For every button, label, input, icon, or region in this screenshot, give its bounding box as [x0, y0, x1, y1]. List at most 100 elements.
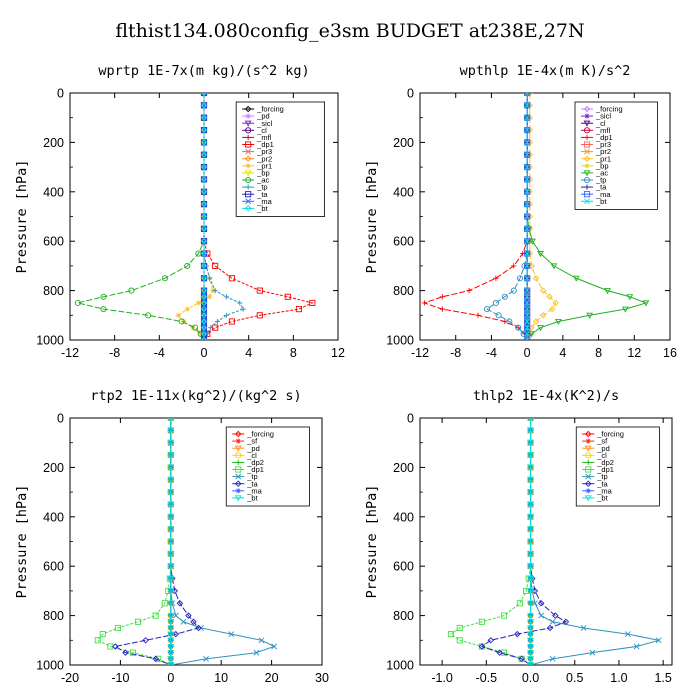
data-point: [206, 294, 213, 300]
legend-marker: [583, 105, 591, 113]
legend-marker: [245, 127, 252, 134]
data-point: [200, 299, 208, 307]
data-point: [200, 324, 208, 331]
data-point: [228, 318, 235, 325]
data-point: [223, 312, 229, 318]
data-point: [208, 325, 214, 331]
y-tick-label: 800: [393, 609, 414, 623]
legend-marker: [583, 170, 591, 177]
data-point: [203, 655, 209, 662]
legend-marker: [583, 155, 591, 162]
y-tick-label: 800: [43, 609, 64, 623]
data-point: [167, 526, 175, 533]
legend: _forcing_sf_pd_cl_dp2_dp1_tp_ta_ma_bt: [225, 426, 310, 507]
data-point: [626, 294, 634, 301]
series-bt: [167, 418, 175, 665]
data-point: [167, 489, 175, 496]
legend-marker: [585, 480, 592, 487]
data-point: [167, 477, 175, 484]
series-line: [177, 93, 214, 340]
data-point: [200, 262, 208, 270]
x-tick-label: -4: [154, 346, 165, 360]
data-point: [516, 275, 524, 282]
data-point: [161, 275, 168, 282]
legend-label: _sicl: [595, 112, 611, 121]
data-point: [562, 618, 570, 626]
data-point: [167, 662, 175, 665]
y-axis-label: Pressure [hPa]: [14, 160, 30, 274]
legend-marker: [584, 495, 592, 502]
legend-marker: [583, 176, 591, 184]
data-point: [200, 151, 208, 158]
legend-marker: [584, 134, 590, 140]
data-point: [200, 114, 208, 121]
x-tick-label: 4: [559, 346, 566, 360]
legend-label: _pd: [596, 444, 610, 453]
data-point: [624, 631, 631, 638]
data-point: [200, 336, 208, 340]
data-point: [532, 275, 540, 282]
data-point: [202, 93, 206, 97]
series-line: [114, 418, 200, 665]
legend-marker: [235, 430, 242, 438]
data-point: [524, 93, 531, 96]
legend-marker: [583, 141, 591, 148]
legend-label: _dp1: [246, 465, 264, 474]
data-point: [492, 299, 499, 307]
x-tick-label: 0: [524, 346, 531, 360]
x-tick-label: 10: [214, 671, 228, 685]
data-point: [546, 293, 553, 301]
y-tick-label: 1000: [386, 334, 414, 348]
data-point: [201, 287, 207, 294]
data-point: [487, 637, 494, 644]
legend-label: _forcing: [596, 430, 624, 439]
data-point: [524, 293, 531, 300]
plot-area: [447, 418, 662, 665]
data-point: [524, 300, 531, 306]
series-line: [450, 418, 532, 665]
data-point: [167, 551, 175, 558]
data-point: [200, 275, 208, 282]
x-tick-label: 0: [167, 671, 174, 685]
data-point: [537, 251, 544, 258]
data-point: [168, 418, 173, 422]
legend-marker: [245, 163, 251, 169]
legend-label: _dp1: [595, 133, 613, 142]
legend-label: _tp: [246, 472, 257, 481]
legend-label: _bt: [596, 494, 608, 503]
legend-marker: [585, 438, 591, 444]
panel-title: wprtp 1E-7x(m kg)/(s^2 kg): [98, 63, 309, 79]
data-point: [192, 324, 199, 331]
data-point: [524, 287, 531, 294]
legend-label: _ma: [596, 486, 612, 495]
data-point: [527, 600, 534, 607]
data-point: [527, 625, 534, 632]
data-point: [527, 619, 534, 626]
data-point: [539, 287, 547, 294]
data-point: [200, 305, 208, 313]
data-point: [527, 440, 534, 447]
panel-4: thlp2 1E-4x(K^2)/s Pressure [hPa] 0 200 400 6…: [364, 388, 673, 685]
data-point: [524, 213, 531, 220]
data-point: [167, 656, 175, 663]
legend-label: _forcing: [256, 105, 284, 114]
data-point: [524, 164, 531, 171]
plot-area: [74, 93, 316, 340]
series-line: [77, 93, 205, 340]
data-point: [478, 618, 485, 625]
data-point: [524, 151, 531, 158]
legend-marker: [584, 445, 592, 452]
data-point: [642, 300, 650, 307]
legend-label: _ac: [595, 169, 608, 178]
data-point: [256, 312, 263, 319]
data-point: [167, 637, 175, 644]
legend-label: _dp1: [596, 465, 614, 474]
data-point: [524, 238, 531, 245]
legend-label: _bt: [246, 494, 258, 503]
series-dp1: [447, 418, 534, 665]
data-point: [511, 263, 517, 269]
x-tick-label: 0.0: [522, 671, 539, 685]
data-point: [421, 300, 428, 306]
series-bt: [527, 418, 534, 665]
data-point: [201, 139, 207, 146]
